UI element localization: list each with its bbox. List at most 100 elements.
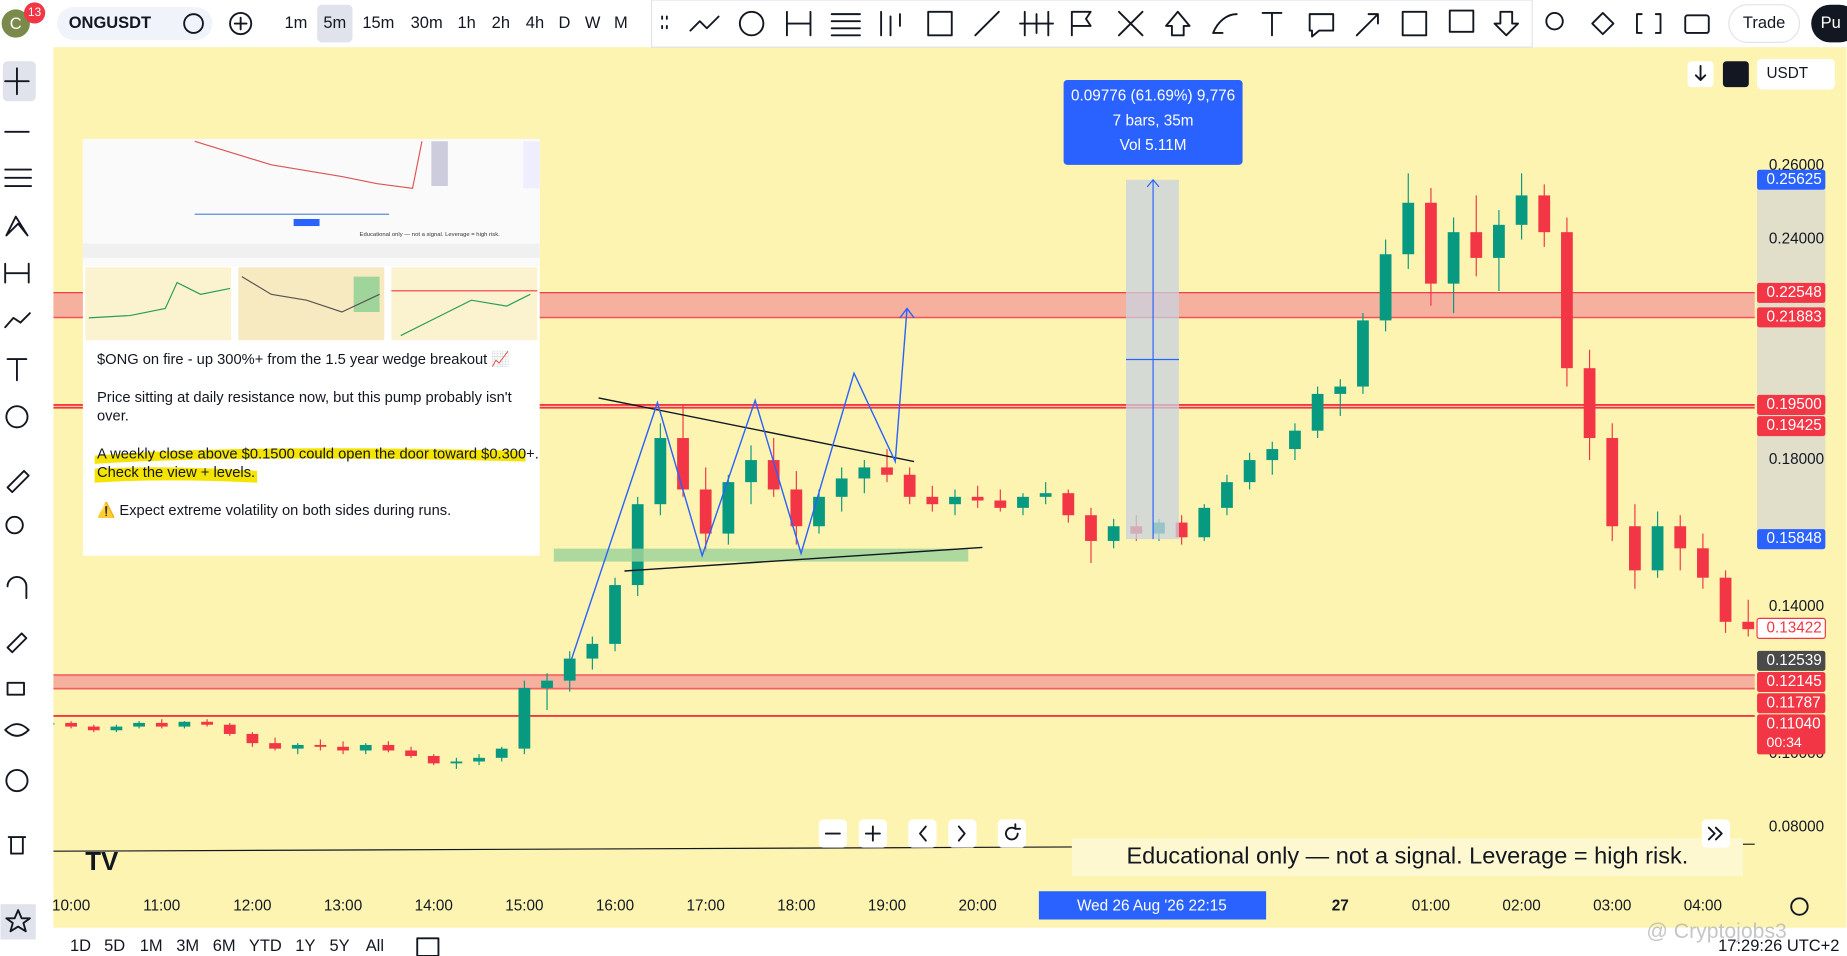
mini-label xyxy=(293,218,320,227)
interval[interactable]: D xyxy=(558,14,570,32)
tool[interactable] xyxy=(5,405,29,429)
tool-icon[interactable] xyxy=(1401,10,1428,37)
tool-icon[interactable] xyxy=(1355,13,1379,37)
tool[interactable] xyxy=(6,632,28,654)
range-button[interactable]: 6M xyxy=(213,937,236,955)
interval[interactable]: 30m xyxy=(411,14,443,32)
plot xyxy=(53,173,1755,769)
tool-icon[interactable] xyxy=(1117,10,1144,37)
candle-body xyxy=(246,733,259,744)
interval[interactable]: M xyxy=(614,14,628,32)
tool-icon[interactable] xyxy=(1308,13,1335,38)
tool[interactable] xyxy=(5,215,29,237)
tool-icon[interactable] xyxy=(1636,13,1662,34)
scroll-right[interactable] xyxy=(948,819,977,848)
currency-select[interactable] xyxy=(1757,58,1835,90)
candle-body xyxy=(541,680,553,688)
range-button[interactable]: YTD xyxy=(249,937,282,955)
tool-icon[interactable] xyxy=(1684,14,1710,34)
range-button[interactable]: 3M xyxy=(176,937,199,955)
tool-icon[interactable] xyxy=(1261,12,1283,37)
scroll-left[interactable] xyxy=(908,819,937,848)
tool[interactable] xyxy=(5,769,29,793)
price-tag-sub: 00:34 xyxy=(1766,734,1801,750)
interval[interactable]: 1m xyxy=(285,14,308,32)
tool[interactable] xyxy=(6,575,28,600)
drawing-toolbar xyxy=(650,0,1533,48)
tool[interactable] xyxy=(6,469,30,494)
tool[interactable] xyxy=(7,836,27,855)
tool-icon[interactable] xyxy=(830,13,861,37)
range-button[interactable]: 5D xyxy=(104,937,125,955)
tool-icon[interactable] xyxy=(880,10,901,37)
grip xyxy=(661,15,668,30)
mini-header xyxy=(82,243,540,258)
tool[interactable] xyxy=(6,358,28,382)
interval[interactable]: 4h xyxy=(526,14,544,32)
settings-icon[interactable] xyxy=(1790,897,1809,916)
range-button[interactable]: 1D xyxy=(70,937,91,955)
tv-logo: TV xyxy=(85,848,119,876)
scroll-end[interactable] xyxy=(1701,819,1730,848)
candle-body xyxy=(903,474,916,497)
price-tag-label: 0.11787 xyxy=(1766,694,1820,711)
tool-icon[interactable] xyxy=(689,15,720,32)
tool-icon[interactable] xyxy=(1591,12,1615,36)
range-button[interactable]: 1Y xyxy=(295,937,315,955)
candle-body xyxy=(65,722,77,727)
clock: 17:29:26 UTC+2 xyxy=(1718,937,1839,955)
candle-body xyxy=(201,721,213,725)
range-button[interactable]: All xyxy=(366,937,384,955)
tool[interactable] xyxy=(5,515,24,535)
reset[interactable] xyxy=(997,819,1026,848)
tool[interactable] xyxy=(4,168,33,187)
candle-body xyxy=(1266,449,1279,461)
interval[interactable]: 15m xyxy=(362,14,394,32)
compare-icon[interactable] xyxy=(183,13,204,34)
candle-body xyxy=(1039,493,1052,497)
icon xyxy=(1694,64,1707,82)
tool-icon[interactable] xyxy=(1212,13,1238,34)
range-button[interactable]: 1M xyxy=(140,937,163,955)
candle-body xyxy=(405,750,417,756)
interval[interactable]: 1h xyxy=(458,14,476,32)
tool-icon[interactable] xyxy=(785,10,812,37)
tool-icon[interactable] xyxy=(1165,10,1191,37)
tool-icon[interactable] xyxy=(1019,10,1054,37)
tool[interactable] xyxy=(6,681,25,696)
candle-body xyxy=(1379,254,1392,321)
mini-range xyxy=(431,141,448,187)
tool[interactable] xyxy=(4,262,30,284)
interval[interactable]: 2h xyxy=(492,14,510,32)
symbol-search[interactable] xyxy=(56,7,213,41)
calendar-icon[interactable] xyxy=(416,937,440,956)
candle-body xyxy=(586,643,599,659)
tool[interactable] xyxy=(4,67,30,96)
auto-button[interactable] xyxy=(1722,61,1749,88)
candle-body xyxy=(1221,482,1233,508)
interval[interactable]: W xyxy=(585,14,601,32)
tool-icon[interactable] xyxy=(1545,12,1564,31)
time-label: 03:00 xyxy=(1593,898,1631,915)
icon xyxy=(864,825,881,842)
tool-icon[interactable] xyxy=(1448,9,1475,33)
tool[interactable] xyxy=(4,312,31,329)
candle-body xyxy=(1311,393,1324,431)
publish-button[interactable] xyxy=(1811,4,1847,43)
interval[interactable]: 5m xyxy=(323,14,346,32)
add-icon[interactable] xyxy=(229,12,253,36)
price-tag xyxy=(1756,617,1826,639)
mini-axis xyxy=(523,141,540,189)
tool[interactable] xyxy=(4,723,30,737)
tool-icon[interactable] xyxy=(738,10,765,37)
tool-icon[interactable] xyxy=(974,10,1000,37)
tool-icon[interactable] xyxy=(1493,10,1519,37)
avatar[interactable] xyxy=(1,9,30,38)
tool-icon[interactable] xyxy=(927,10,953,37)
range-button[interactable]: 5Y xyxy=(329,937,349,955)
active-interval xyxy=(317,4,353,43)
candle-body xyxy=(1651,526,1664,571)
trade-button[interactable] xyxy=(1728,4,1801,43)
price-tag xyxy=(1757,693,1826,714)
tool-icon[interactable] xyxy=(1070,10,1092,37)
